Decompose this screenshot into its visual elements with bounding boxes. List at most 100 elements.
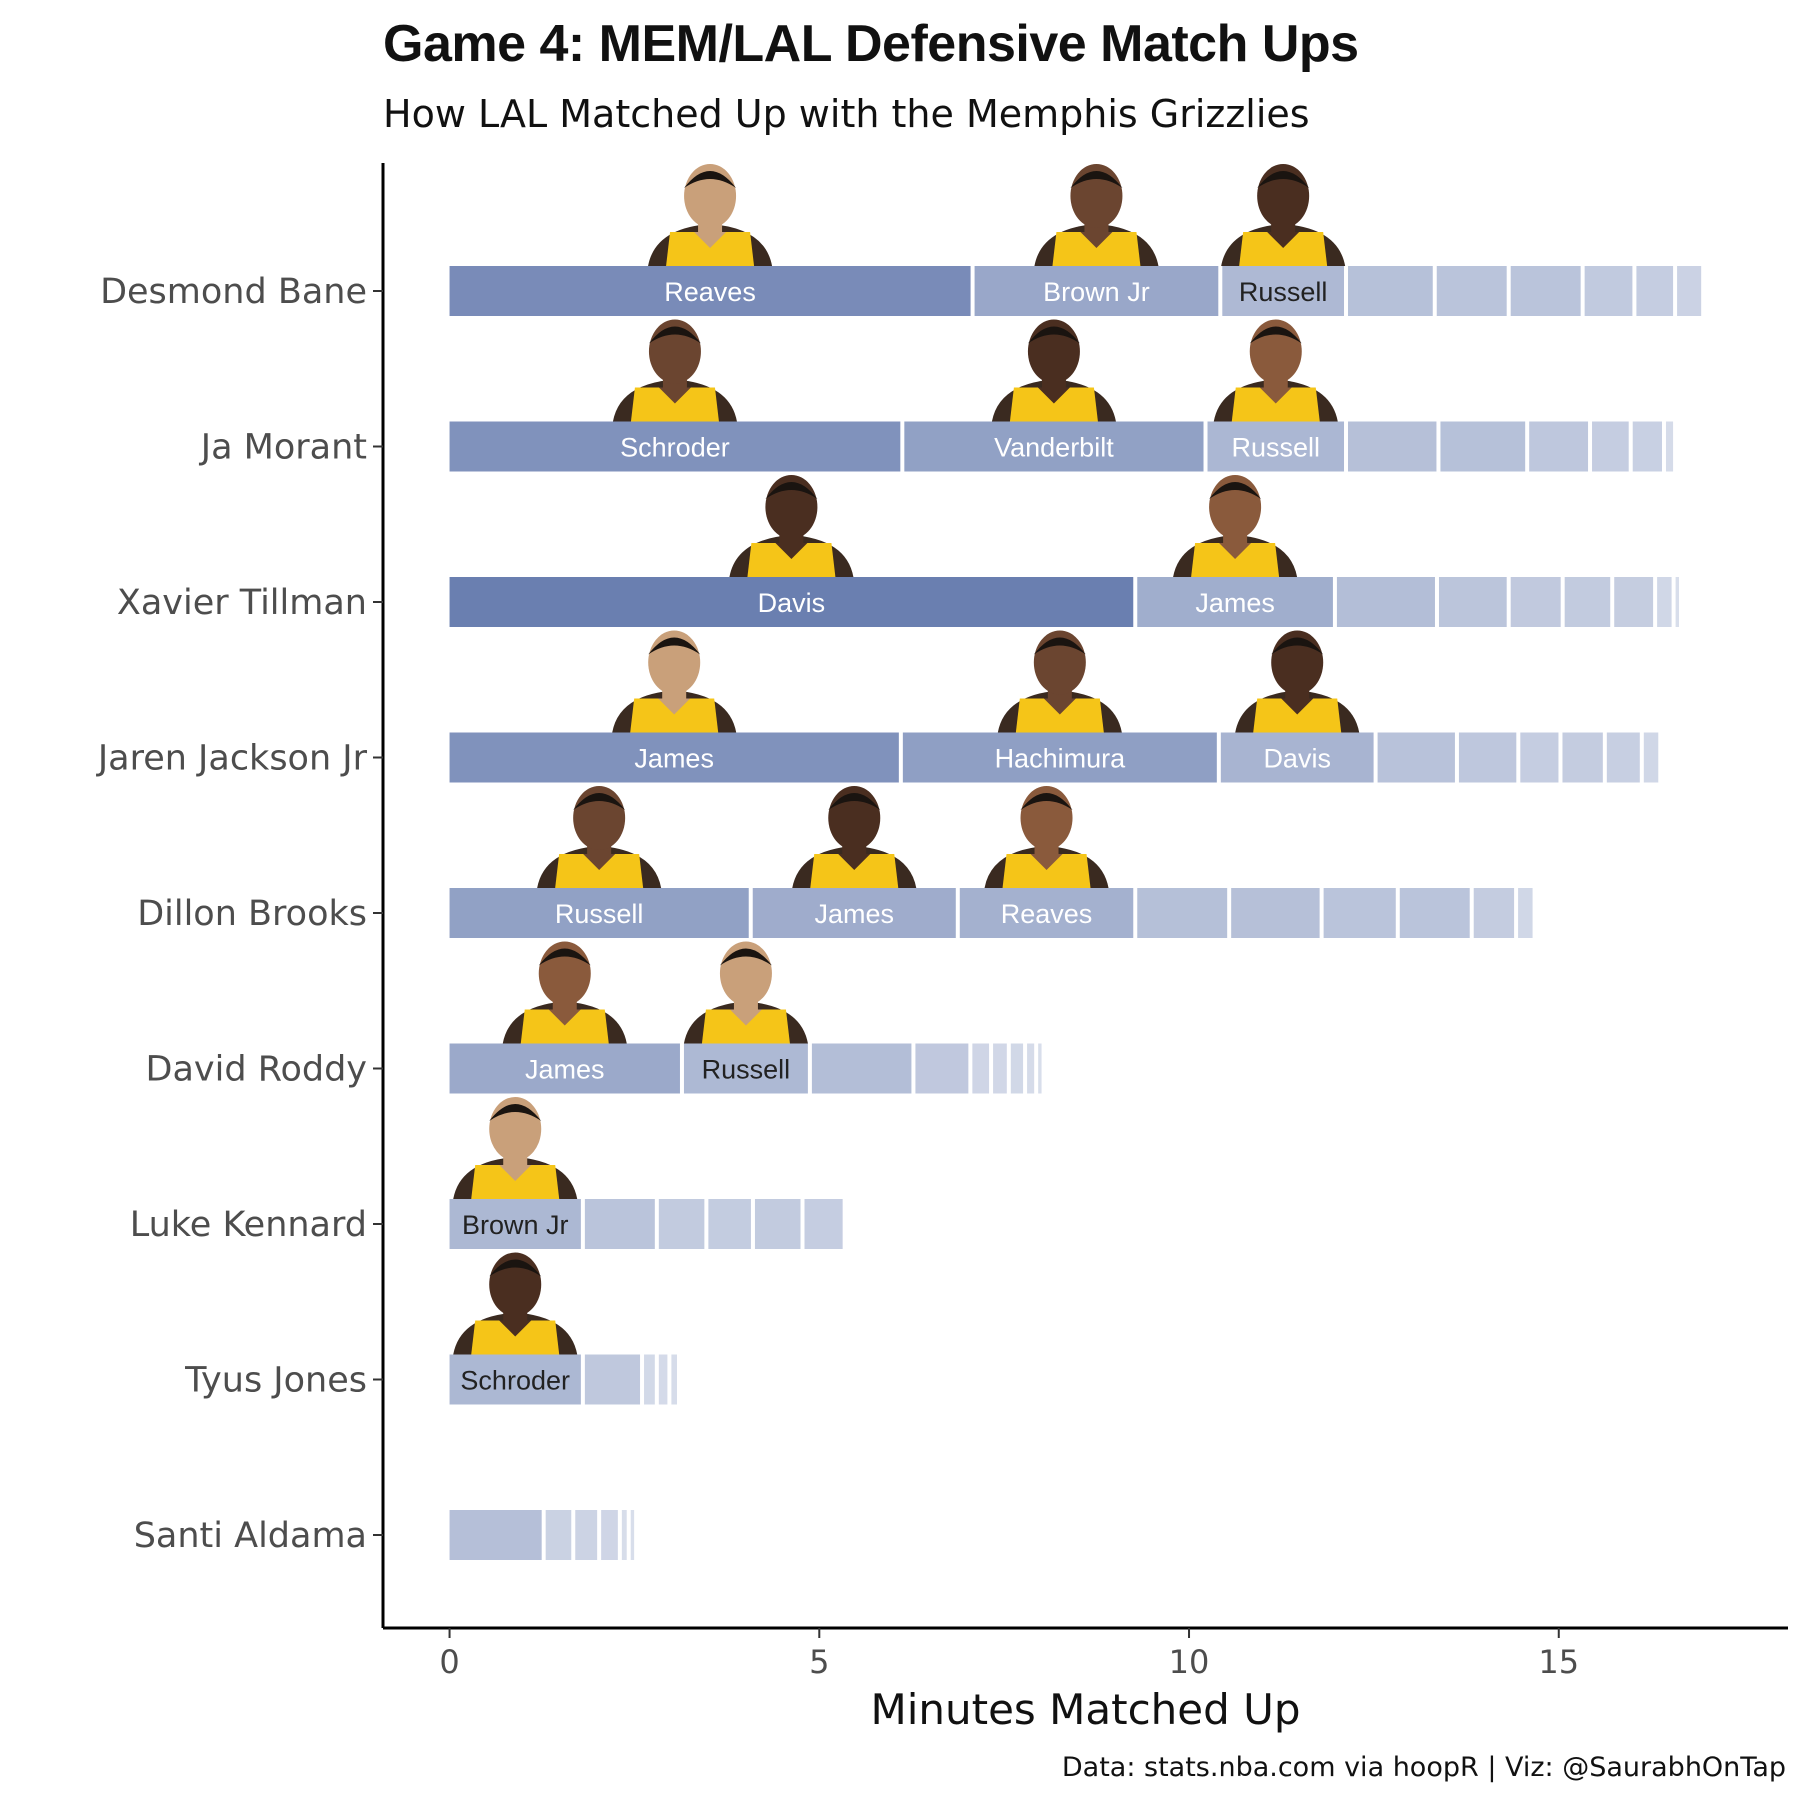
y-tick-label-tyus-jones: Tyus Jones — [184, 1361, 367, 1401]
player-photo-ja-morant-2 — [1213, 319, 1338, 422]
bar-label-tyus-jones-0: Schroder — [460, 1366, 570, 1396]
bar-segment-jaren-jackson-jr-3 — [1377, 732, 1455, 783]
y-tick-label-xavier-tillman: Xavier Tillman — [117, 583, 367, 623]
player-photo-jaren-jackson-jr-1 — [997, 630, 1122, 733]
player-photo-dillon-brooks-1 — [792, 786, 917, 888]
bar-segment-jaren-jackson-jr-6 — [1562, 732, 1603, 783]
bar-segment-tyus-jones-0 — [449, 1354, 581, 1405]
bar-segment-desmond-bane-8 — [1677, 266, 1702, 316]
bar-segment-jaren-jackson-jr-7 — [1606, 732, 1640, 783]
player-photo-desmond-bane-0 — [648, 164, 773, 266]
bar-segment-xavier-tillman-6 — [1614, 577, 1654, 627]
player-photo-xavier-tillman-1 — [1173, 475, 1298, 577]
bar-label-dillon-brooks-2: Reaves — [1001, 899, 1093, 929]
bar-segment-desmond-bane-7 — [1636, 266, 1674, 316]
bar-segment-xavier-tillman-4 — [1510, 577, 1561, 627]
bar-segment-jaren-jackson-jr-0 — [449, 732, 899, 783]
player-photo-jaren-jackson-jr-0 — [612, 630, 737, 733]
bar-segment-ja-morant-2 — [1207, 421, 1345, 472]
bar-label-ja-morant-2: Russell — [1231, 433, 1320, 463]
bar-segment-santi-aldama-0 — [449, 1510, 542, 1560]
bar-segment-jaren-jackson-jr-5 — [1520, 732, 1559, 783]
bar-segment-ja-morant-5 — [1529, 421, 1589, 472]
player-photo-tyus-jones-0 — [453, 1252, 578, 1355]
chart-caption: Data: stats.nba.com via hoopR | Viz: @Sa… — [1061, 1752, 1786, 1783]
bar-segment-ja-morant-8 — [1665, 421, 1674, 472]
bar-segment-xavier-tillman-7 — [1657, 577, 1672, 627]
x-tick-label-5: 5 — [809, 1643, 829, 1681]
bar-segment-dillon-brooks-8 — [1518, 888, 1533, 938]
y-tick-label-ja-morant: Ja Morant — [199, 428, 367, 468]
bar-segment-dillon-brooks-3 — [1137, 888, 1228, 938]
bar-segment-tyus-jones-1 — [584, 1354, 641, 1405]
y-tick-label-dillon-brooks: Dillon Brooks — [137, 894, 367, 934]
x-tick-label-10: 10 — [1169, 1643, 1210, 1681]
bar-segment-desmond-bane-2 — [1222, 266, 1345, 316]
bar-segment-xavier-tillman-5 — [1564, 577, 1611, 627]
bar-segment-luke-kennard-3 — [708, 1199, 751, 1249]
bar-segment-desmond-bane-6 — [1584, 266, 1633, 316]
y-tick-label-luke-kennard: Luke Kennard — [130, 1205, 367, 1245]
bar-segment-santi-aldama-5 — [630, 1510, 635, 1560]
y-tick-label-jaren-jackson-jr: Jaren Jackson Jr — [96, 739, 368, 779]
bar-segment-dillon-brooks-0 — [449, 888, 749, 938]
bar-segment-jaren-jackson-jr-4 — [1458, 732, 1517, 783]
bar-segment-santi-aldama-2 — [575, 1510, 598, 1560]
bar-label-david-roddy-0: James — [525, 1055, 605, 1085]
player-photo-david-roddy-0 — [502, 941, 627, 1044]
bar-segment-dillon-brooks-5 — [1323, 888, 1396, 938]
bar-label-luke-kennard-0: Brown Jr — [462, 1210, 569, 1240]
bar-segment-jaren-jackson-jr-2 — [1220, 732, 1374, 783]
bar-segment-david-roddy-5 — [993, 1043, 1007, 1094]
x-axis-title: Minutes Matched Up — [870, 1685, 1300, 1734]
player-photo-jaren-jackson-jr-2 — [1235, 630, 1360, 733]
bar-segment-luke-kennard-4 — [754, 1199, 801, 1249]
bar-segment-ja-morant-4 — [1440, 421, 1526, 472]
y-tick-label-santi-aldama: Santi Aldama — [134, 1516, 367, 1556]
bar-label-jaren-jackson-jr-2: Davis — [1263, 744, 1331, 774]
bar-label-xavier-tillman-0: Davis — [758, 588, 826, 618]
player-photo-ja-morant-0 — [612, 319, 737, 422]
bar-segment-desmond-bane-5 — [1510, 266, 1581, 316]
bar-segment-david-roddy-7 — [1027, 1043, 1035, 1094]
player-photo-desmond-bane-1 — [1034, 164, 1159, 266]
bar-segment-tyus-jones-4 — [671, 1354, 678, 1405]
bar-label-jaren-jackson-jr-0: James — [634, 744, 714, 774]
bar-segment-santi-aldama-3 — [601, 1510, 618, 1560]
bar-segment-luke-kennard-0 — [449, 1199, 581, 1249]
bar-segment-luke-kennard-1 — [584, 1199, 655, 1249]
bar-segment-luke-kennard-5 — [804, 1199, 843, 1249]
bar-label-desmond-bane-1: Brown Jr — [1043, 277, 1150, 307]
bar-segment-xavier-tillman-3 — [1438, 577, 1507, 627]
bar-segment-desmond-bane-1 — [974, 266, 1219, 316]
bar-label-xavier-tillman-1: James — [1195, 588, 1275, 618]
bar-segment-ja-morant-6 — [1592, 421, 1629, 472]
bar-segment-desmond-bane-3 — [1348, 266, 1433, 316]
bar-segment-dillon-brooks-7 — [1473, 888, 1515, 938]
bar-segment-santi-aldama-4 — [621, 1510, 627, 1560]
chart-subtitle: How LAL Matched Up with the Memphis Griz… — [383, 92, 1310, 136]
bar-segment-david-roddy-8 — [1038, 1043, 1042, 1094]
bar-segment-xavier-tillman-1 — [1137, 577, 1333, 627]
bar-segment-xavier-tillman-8 — [1675, 577, 1679, 627]
player-photo-dillon-brooks-2 — [984, 786, 1109, 888]
bar-segment-tyus-jones-3 — [658, 1354, 668, 1405]
bar-segment-david-roddy-1 — [683, 1043, 808, 1094]
bar-label-desmond-bane-0: Reaves — [664, 277, 756, 307]
bar-segment-xavier-tillman-0 — [449, 577, 1134, 627]
y-tick-label-desmond-bane: Desmond Bane — [100, 272, 367, 312]
y-tick-label-david-roddy: David Roddy — [146, 1050, 367, 1090]
bar-segment-tyus-jones-2 — [644, 1354, 655, 1405]
bar-label-dillon-brooks-0: Russell — [555, 899, 644, 929]
bar-segment-ja-morant-1 — [904, 421, 1204, 472]
bar-segment-ja-morant-7 — [1632, 421, 1662, 472]
bar-segment-ja-morant-0 — [449, 421, 901, 472]
player-photo-david-roddy-1 — [683, 941, 808, 1044]
bar-label-ja-morant-0: Schroder — [620, 433, 730, 463]
bar-label-jaren-jackson-jr-1: Hachimura — [995, 744, 1127, 774]
bar-label-dillon-brooks-1: James — [814, 899, 894, 929]
chart-title: Game 4: MEM/LAL Defensive Match Ups — [383, 15, 1359, 73]
player-photo-luke-kennard-0 — [453, 1097, 578, 1199]
bar-segment-david-roddy-6 — [1010, 1043, 1024, 1094]
